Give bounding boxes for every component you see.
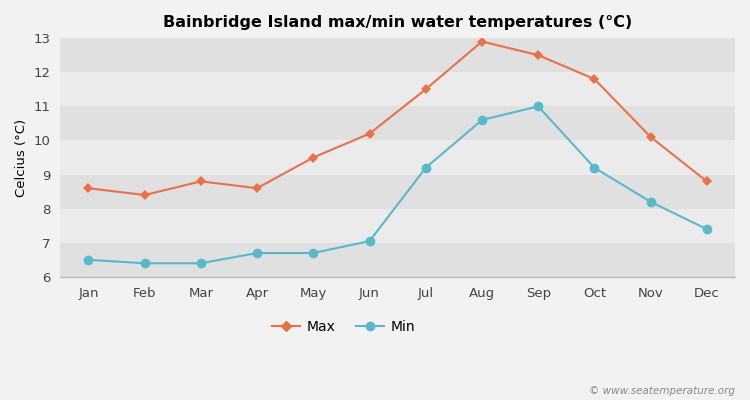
Max: [140, 193, 149, 198]
Min: [365, 239, 374, 244]
Max: [703, 179, 712, 184]
Line: Max: Max: [85, 38, 710, 198]
Min: [534, 104, 543, 109]
Title: Bainbridge Island max/min water temperatures (°C): Bainbridge Island max/min water temperat…: [163, 15, 632, 30]
Bar: [60, 209, 735, 243]
Max: [422, 87, 430, 92]
Bar: [60, 243, 735, 277]
Y-axis label: Celcius (°C): Celcius (°C): [15, 118, 28, 196]
Max: [534, 53, 543, 58]
Max: [646, 135, 656, 140]
Min: [140, 261, 149, 266]
Max: [478, 39, 487, 44]
Bar: [60, 38, 735, 72]
Min: [253, 251, 262, 256]
Legend: Max, Min: Max, Min: [266, 315, 421, 340]
Min: [196, 261, 206, 266]
Max: [365, 131, 374, 136]
Bar: [60, 72, 735, 106]
Bar: [60, 140, 735, 174]
Min: [309, 251, 318, 256]
Min: [646, 200, 656, 204]
Min: [84, 258, 93, 262]
Min: [703, 227, 712, 232]
Min: [422, 165, 430, 170]
Line: Min: Min: [83, 102, 712, 268]
Max: [590, 77, 599, 82]
Min: [590, 165, 599, 170]
Min: [478, 118, 487, 122]
Max: [253, 186, 262, 191]
Max: [309, 155, 318, 160]
Text: © www.seatemperature.org: © www.seatemperature.org: [589, 386, 735, 396]
Bar: [60, 106, 735, 140]
Bar: [60, 174, 735, 209]
Max: [84, 186, 93, 191]
Max: [196, 179, 206, 184]
